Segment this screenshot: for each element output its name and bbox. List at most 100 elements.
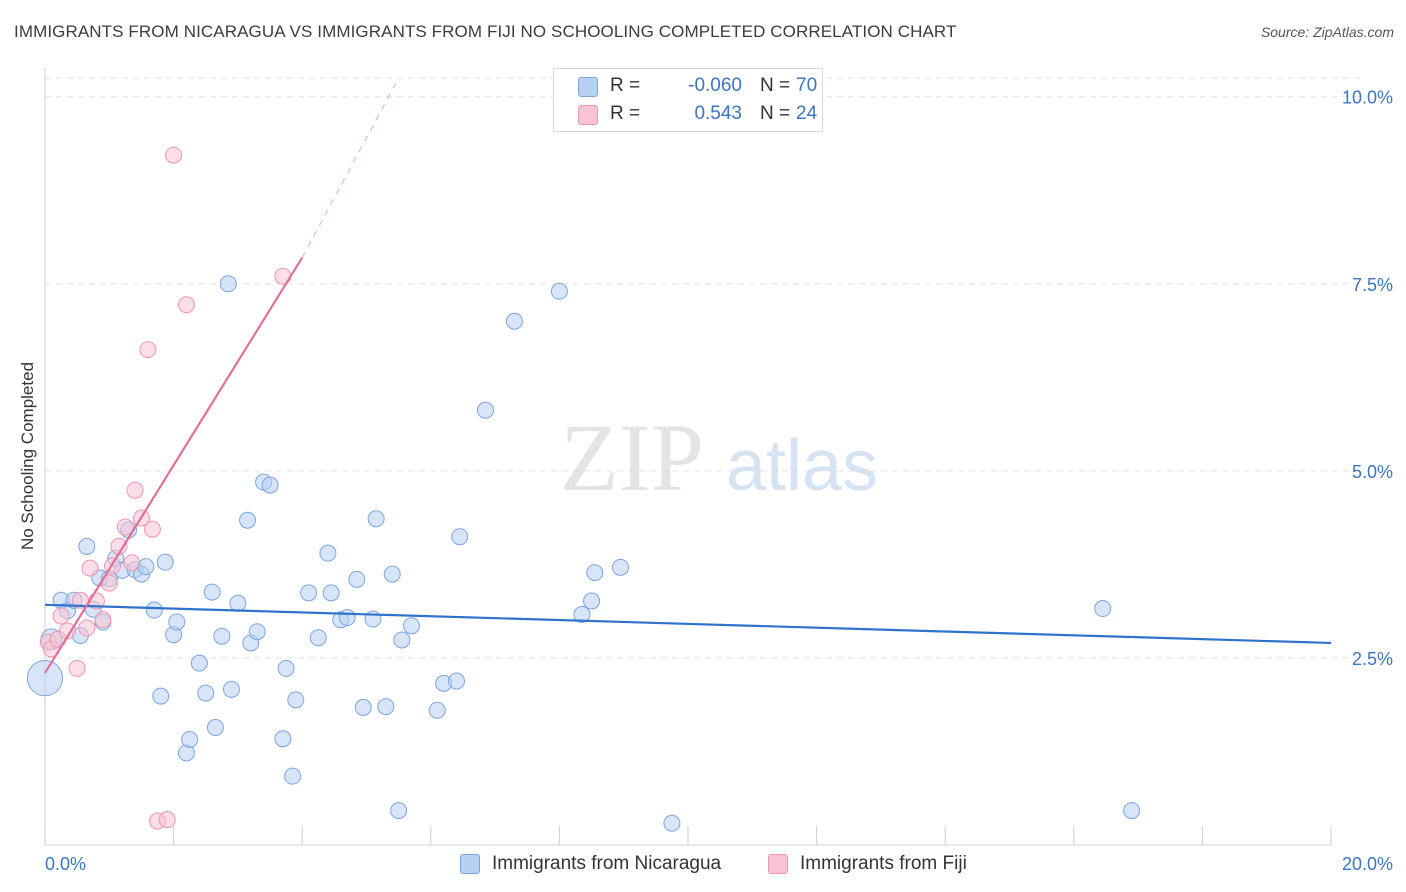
nicaragua-point <box>213 627 231 645</box>
chart-title: IMMIGRANTS FROM NICARAGUA VS IMMIGRANTS … <box>14 22 957 41</box>
nicaragua-point <box>354 698 372 716</box>
fiji-point <box>116 518 134 536</box>
nicaragua-point <box>583 592 601 610</box>
fiji-point <box>139 341 157 359</box>
nicaragua-point <box>1123 802 1141 820</box>
nicaragua-point <box>550 282 568 300</box>
fiji-point <box>158 811 176 829</box>
fiji-swatch <box>578 105 598 125</box>
nicaragua-point <box>229 594 247 612</box>
nicaragua-point <box>300 584 318 602</box>
nicaragua-point <box>284 767 302 785</box>
fiji-point <box>143 520 161 538</box>
r-label: R = <box>610 103 641 124</box>
legend-label: Immigrants from Nicaragua <box>492 853 722 874</box>
nicaragua-point <box>611 558 629 576</box>
nicaragua-point <box>663 814 681 832</box>
tick-layer: 2.5% 5.0% 7.5% 10.0% 0.0% 20.0% <box>45 88 1393 874</box>
watermark-zip: ZIP <box>560 404 704 511</box>
fiji-legend-swatch <box>768 854 788 874</box>
x-tick-label: 0.0% <box>45 854 86 874</box>
nicaragua-point <box>206 719 224 737</box>
nicaragua-point <box>338 609 356 627</box>
nicaragua-legend-swatch <box>460 854 480 874</box>
y-tick-label: 7.5% <box>1352 275 1393 295</box>
nicaragua-point <box>248 623 266 641</box>
nicaragua-point <box>393 631 411 649</box>
nicaragua-point <box>383 565 401 583</box>
nicaragua-point <box>156 553 174 571</box>
fiji-point <box>59 622 77 640</box>
nicaragua-point <box>428 701 446 719</box>
nicaragua-point <box>377 698 395 716</box>
x-tick-label: 20.0% <box>1342 854 1393 874</box>
fiji-point <box>177 296 195 314</box>
nicaragua-point <box>145 601 163 619</box>
y-tick-label: 5.0% <box>1352 462 1393 482</box>
fiji-point <box>94 611 112 629</box>
r-label: R = <box>610 75 641 96</box>
nicaragua-point <box>197 684 215 702</box>
n-value: 24 <box>796 103 818 124</box>
fiji-point <box>78 619 96 637</box>
nicaragua-point <box>26 660 64 697</box>
nicaragua-point <box>222 680 240 698</box>
nicaragua-point <box>78 537 96 555</box>
fiji-point <box>126 481 144 499</box>
fiji-point <box>68 659 86 677</box>
nicaragua-point <box>190 654 208 672</box>
nicaragua-point <box>451 528 469 546</box>
legend-label: Immigrants from Fiji <box>800 853 967 874</box>
fiji-point <box>123 554 141 572</box>
nicaragua-point <box>573 606 591 624</box>
nicaragua-point <box>274 730 292 748</box>
grid-layer <box>44 68 1361 846</box>
nicaragua-point <box>586 564 604 582</box>
nicaragua-point <box>261 476 279 494</box>
fiji-trendline-extension <box>301 77 400 258</box>
nicaragua-point <box>309 629 327 647</box>
y-tick-label: 2.5% <box>1352 649 1393 669</box>
legend-item-fiji[interactable]: Immigrants from Fiji <box>768 852 967 876</box>
y-tick-label: 10.0% <box>1342 88 1393 108</box>
nicaragua-point <box>348 570 366 588</box>
watermark: ZIP atlas <box>560 404 878 511</box>
nicaragua-point <box>168 613 186 631</box>
n-value: 70 <box>796 75 818 96</box>
nicaragua-swatch <box>578 77 598 97</box>
watermark-atlas: atlas <box>726 426 878 506</box>
n-label: N = <box>760 103 791 124</box>
trend-layer <box>44 77 1332 674</box>
source-credit: Source: ZipAtlas.com <box>1260 24 1394 40</box>
nicaragua-point <box>137 558 155 576</box>
fiji-trendline <box>44 257 304 674</box>
nicaragua-point <box>390 802 408 820</box>
fiji-point <box>52 607 70 625</box>
points-layer <box>26 146 1141 832</box>
legend-item-nicaragua[interactable]: Immigrants from Nicaragua <box>460 852 721 876</box>
nicaragua-trendline <box>44 603 1332 645</box>
fiji-point <box>165 146 183 164</box>
nicaragua-point <box>448 672 466 690</box>
nicaragua-point <box>181 730 199 748</box>
nicaragua-point <box>1094 600 1112 618</box>
fiji-point <box>274 267 292 285</box>
nicaragua-point <box>367 510 385 528</box>
nicaragua-point <box>277 659 295 677</box>
nicaragua-point <box>287 691 305 709</box>
nicaragua-point <box>219 275 237 293</box>
y-axis-label: No Schooling Completed <box>18 361 37 551</box>
r-value: 0.543 <box>694 103 742 124</box>
nicaragua-point <box>476 401 494 419</box>
nicaragua-point <box>322 584 340 602</box>
nicaragua-point <box>239 511 257 529</box>
nicaragua-point <box>505 312 523 330</box>
r-value: -0.060 <box>688 75 742 96</box>
fiji-point <box>81 559 99 577</box>
nicaragua-point <box>403 617 421 635</box>
stats-legend: R = -0.060 N = 70 R = 0.543 N = 24 <box>553 68 823 132</box>
nicaragua-point <box>319 544 337 562</box>
n-label: N = <box>760 75 791 96</box>
nicaragua-point <box>203 583 221 601</box>
